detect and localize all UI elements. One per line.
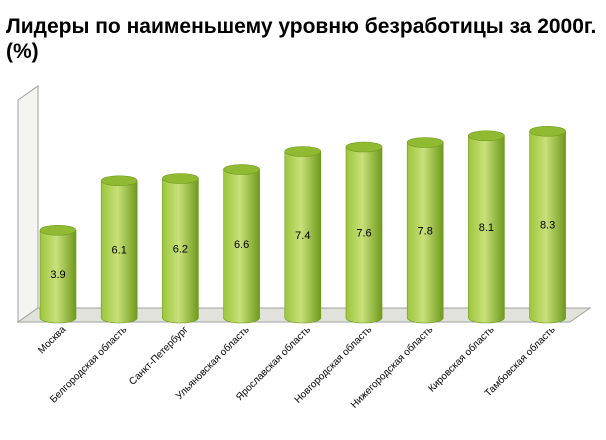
- bar: 6.1: [100, 175, 138, 324]
- bar-body: [529, 130, 566, 324]
- bar-top: [223, 164, 260, 175]
- data-label: 7.4: [295, 230, 310, 242]
- bar-top: [39, 224, 77, 236]
- bar-body: [345, 146, 383, 324]
- bar-body: [100, 180, 138, 324]
- data-label: 6.2: [173, 243, 188, 255]
- bar-body: [284, 151, 322, 324]
- bar-body: [406, 142, 444, 324]
- bar: 6.6: [223, 164, 260, 324]
- bar: 8.1: [468, 130, 505, 324]
- bar: 7.8: [406, 137, 444, 324]
- bar: 7.4: [284, 146, 322, 324]
- bar-top: [468, 130, 505, 142]
- bar: 3.9: [39, 224, 77, 324]
- bar: 6.2: [162, 173, 199, 324]
- bar: 8.3: [529, 125, 566, 324]
- bar-top: [406, 137, 444, 148]
- bar-body: [39, 229, 77, 324]
- data-label: 7.8: [418, 225, 433, 237]
- bar-body: [223, 169, 260, 324]
- bar-top: [284, 146, 322, 157]
- side-wall: [17, 85, 39, 323]
- category-label: Кировская область: [426, 324, 497, 395]
- chart-bars: 3.9 6.1 6.2 6.6 7.4 7.6 7.8 8.1 8.3: [39, 125, 566, 324]
- bar: 7.6: [345, 141, 383, 324]
- category-label: Санкт-Петербург: [127, 323, 191, 387]
- bar-top: [162, 173, 199, 184]
- data-label: 3.9: [50, 269, 65, 281]
- category-label: Москва: [36, 324, 68, 356]
- bar-top: [345, 141, 383, 153]
- bar-top: [529, 125, 566, 137]
- data-label: 8.3: [540, 220, 555, 232]
- data-label: 7.6: [356, 228, 371, 240]
- data-label: 6.6: [234, 239, 249, 251]
- bar-body: [162, 178, 199, 324]
- chart-title: Лидеры по наименьшему уровню безработицы…: [6, 15, 597, 63]
- data-label: 6.1: [112, 244, 127, 256]
- bar-top: [100, 175, 138, 187]
- bar-body: [468, 135, 505, 324]
- data-label: 8.1: [479, 222, 494, 234]
